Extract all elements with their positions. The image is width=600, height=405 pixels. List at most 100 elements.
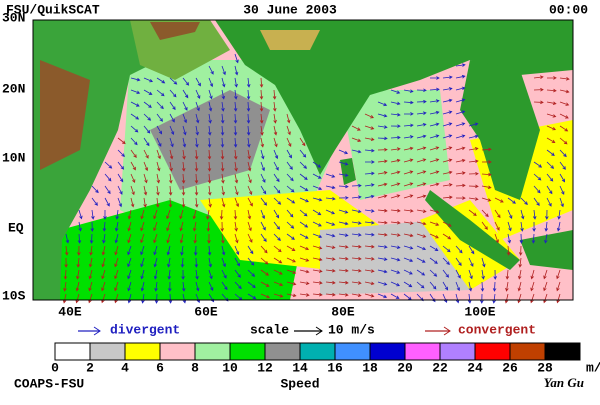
wind-arrow: [468, 122, 479, 127]
wind-arrow: [221, 65, 226, 76]
wind-arrow: [390, 194, 401, 199]
wind-arrow: [273, 281, 284, 287]
wind-arrow: [351, 209, 362, 214]
wind-arrow: [351, 293, 362, 297]
wind-arrow: [207, 125, 212, 136]
wind-arrow: [286, 233, 295, 240]
wind-arrow: [233, 137, 238, 148]
wind-arrow: [442, 98, 453, 103]
legend-arrowhead: [93, 326, 101, 336]
wind-arrow: [442, 269, 450, 278]
wind-arrow: [518, 245, 523, 256]
wind-arrow: [312, 257, 323, 262]
wind-arrow: [91, 197, 98, 206]
wind-arrow: [442, 87, 453, 91]
wind-arrow: [519, 233, 524, 244]
wind-arrow: [90, 221, 95, 232]
wind-arrow: [234, 185, 239, 196]
wind-arrow: [195, 137, 199, 148]
wind-arrow: [130, 125, 139, 133]
wind-arrow: [166, 221, 171, 232]
wind-arrow: [195, 113, 200, 124]
wind-arrow: [233, 149, 238, 160]
wind-arrow: [169, 77, 178, 85]
wind-arrow: [546, 197, 552, 207]
wind-arrow: [102, 233, 106, 244]
legend-convergent: convergent: [458, 322, 536, 337]
wind-arrow: [88, 293, 93, 304]
wind-arrow: [530, 269, 535, 280]
wind-arrow: [455, 269, 461, 279]
wind-arrow: [429, 257, 438, 264]
colorbar-label: Speed: [280, 376, 319, 391]
lat-label: 30N: [2, 10, 25, 25]
wind-arrow: [273, 101, 277, 112]
colorbar-box: [124, 342, 161, 361]
wind-arrow: [182, 101, 188, 111]
wind-arrow: [533, 173, 542, 181]
wind-arrow: [325, 209, 335, 215]
colorbar-box: [194, 342, 231, 361]
wind-arrow: [531, 233, 536, 244]
wind-arrow: [312, 292, 323, 297]
wind-arrow: [468, 281, 473, 292]
wind-arrow: [247, 173, 252, 184]
wind-arrow: [246, 113, 251, 124]
wind-arrow: [156, 137, 162, 147]
wind-arrow: [195, 77, 201, 87]
wind-arrow: [194, 257, 199, 268]
wind-arrow: [114, 257, 119, 268]
wind-arrow: [260, 161, 265, 172]
wind-arrow: [234, 89, 238, 100]
wind-arrow: [299, 257, 310, 262]
wind-arrow: [468, 269, 473, 280]
wind-arrow: [468, 184, 479, 189]
wind-arrow: [403, 269, 413, 275]
wind-arrow: [101, 245, 106, 256]
wind-arrow: [338, 173, 349, 177]
wind-arrow: [154, 293, 159, 304]
wind-arrow: [364, 281, 375, 286]
wind-arrow: [559, 77, 570, 81]
wind-arrow: [442, 122, 453, 127]
wind-arrow: [377, 232, 388, 237]
wind-arrow: [299, 293, 310, 297]
wind-arrow: [91, 185, 99, 194]
wind-arrow: [429, 146, 440, 151]
wind-arrow: [246, 89, 251, 100]
wind-arrow: [557, 209, 561, 220]
wind-arrow: [233, 125, 238, 136]
wind-arrow: [455, 86, 466, 91]
wind-arrow: [143, 173, 148, 184]
wind-arrow: [63, 281, 67, 292]
colorbar-tick: 2: [86, 360, 94, 375]
wind-arrow: [260, 221, 266, 231]
colorbar-tick: 14: [292, 360, 308, 375]
land: [40, 60, 90, 170]
wind-arrow: [221, 257, 226, 268]
wind-arrow: [207, 161, 212, 172]
wind-arrow: [246, 125, 251, 136]
wind-arrow: [390, 269, 401, 274]
wind-arrow: [481, 147, 492, 152]
wind-arrow: [221, 233, 225, 244]
wind-arrow: [455, 158, 466, 163]
wind-arrow: [533, 197, 540, 207]
wind-arrow: [260, 137, 265, 148]
wind-arrow: [416, 221, 427, 226]
wind-arrow: [546, 125, 557, 131]
wind-arrow: [234, 281, 242, 290]
wind-arrow: [364, 148, 375, 153]
wind-arrow: [377, 269, 388, 274]
wind-arrow: [455, 63, 466, 67]
wind-arrow: [286, 185, 295, 193]
wind-arrow: [286, 257, 296, 263]
wind-arrow: [416, 245, 427, 251]
wind-arrow: [207, 149, 212, 160]
wind-arrow: [390, 182, 401, 187]
wind-arrow: [88, 257, 93, 268]
wind-arrow: [546, 76, 557, 80]
wind-arrow: [545, 209, 549, 220]
wind-arrow: [167, 257, 171, 268]
wind-arrow: [194, 149, 199, 160]
